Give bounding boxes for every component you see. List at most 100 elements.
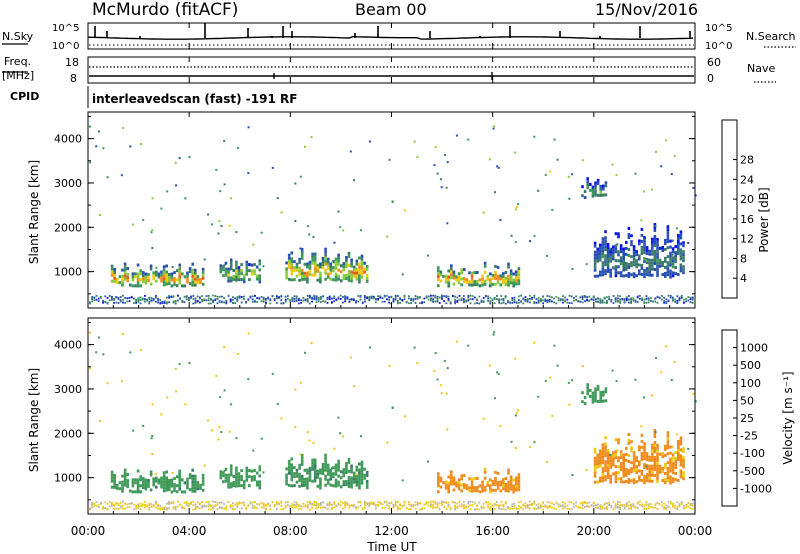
velocity-cell xyxy=(364,506,366,509)
velocity-cell xyxy=(155,476,158,480)
velocity-cell xyxy=(223,503,225,505)
velocity-cell xyxy=(614,480,618,484)
velocity-cell xyxy=(237,478,241,482)
power-cell xyxy=(601,264,605,268)
velocity-cell xyxy=(131,478,135,482)
velocity-cell xyxy=(643,457,646,461)
power-cell xyxy=(593,250,597,254)
velocity-cell xyxy=(593,474,597,478)
power-cell xyxy=(104,295,107,298)
power-cell xyxy=(254,300,256,303)
velocity-cells xyxy=(88,331,697,511)
power-cell xyxy=(408,295,410,298)
velocity-cell xyxy=(635,468,638,472)
velocity-cell xyxy=(183,501,186,504)
velocity-cell xyxy=(509,481,513,485)
velocity-cell xyxy=(457,478,461,482)
velocity-cell xyxy=(517,476,521,480)
velocity-cell xyxy=(549,376,552,379)
power-cell xyxy=(596,256,599,260)
power-cell xyxy=(306,300,309,303)
power-cell xyxy=(599,249,602,253)
velocity-cell xyxy=(478,490,482,494)
velocity-cell xyxy=(602,399,605,403)
velocity-cell xyxy=(397,505,399,508)
power-cell xyxy=(594,193,597,197)
power-cell xyxy=(604,193,608,197)
velocity-cell xyxy=(139,475,142,479)
power-cell xyxy=(489,302,492,305)
velocity-cell xyxy=(437,478,440,482)
velocity-cell xyxy=(172,507,175,510)
velocity-cell xyxy=(150,505,153,508)
velocity-cell xyxy=(533,441,536,444)
velocity-cell xyxy=(139,349,142,351)
velocity-cell xyxy=(596,456,599,460)
velocity-cell xyxy=(491,479,495,483)
velocity-cell xyxy=(359,501,362,504)
power-cell xyxy=(191,271,194,275)
power-cell xyxy=(651,237,654,241)
velocity-cell xyxy=(348,506,351,509)
velocity-cell xyxy=(630,461,633,465)
power-cell xyxy=(232,269,236,272)
velocity-cell xyxy=(455,481,458,485)
power-cell xyxy=(444,280,448,284)
velocity-cell xyxy=(131,481,135,485)
power-cell xyxy=(671,262,675,266)
freq-panel: Freq. [MHz] 18 8 60 0 Nave xyxy=(2,55,776,85)
velocity-cell xyxy=(517,482,521,486)
power-cell xyxy=(672,296,674,299)
power-cell xyxy=(199,297,201,300)
power-cell xyxy=(388,298,390,301)
velocity-cell xyxy=(615,380,618,383)
velocity-cell xyxy=(546,507,549,509)
power-cell xyxy=(170,278,174,282)
power-cell xyxy=(517,279,521,283)
velocity-cell xyxy=(583,396,587,399)
power-cell xyxy=(357,295,360,297)
power-cell xyxy=(353,179,355,182)
power-cell xyxy=(568,294,571,297)
power-cell xyxy=(186,274,189,278)
velocity-cell xyxy=(596,459,599,463)
power-cell xyxy=(122,294,124,297)
velocity-cell xyxy=(596,384,600,388)
velocity-cell xyxy=(585,469,588,472)
velocity-cell xyxy=(219,476,223,480)
velocity-cell xyxy=(191,489,194,493)
velocity-cell xyxy=(258,486,262,490)
power-cell xyxy=(311,261,314,265)
power-cell xyxy=(364,296,366,299)
power-cell xyxy=(383,300,386,303)
power-cell xyxy=(194,274,197,278)
velocity-cell xyxy=(232,505,234,507)
velocity-cell xyxy=(342,435,345,438)
velocity-cell xyxy=(658,464,662,468)
power-cell xyxy=(253,272,256,276)
velocity-cell xyxy=(507,506,509,509)
velocity-cell xyxy=(188,502,190,505)
power-cell xyxy=(643,301,646,303)
power-cell xyxy=(584,296,586,298)
power-cell xyxy=(476,283,479,286)
power-cell xyxy=(141,297,144,300)
power-cell xyxy=(671,271,675,275)
power-cell xyxy=(441,296,443,298)
velocity-cell xyxy=(353,385,355,388)
power-cell xyxy=(493,296,496,299)
power-cell xyxy=(99,214,102,216)
velocity-cell xyxy=(679,460,683,464)
velocity-cell xyxy=(199,483,202,487)
velocity-cell xyxy=(671,453,675,457)
power-cell xyxy=(355,277,359,281)
velocity-cell xyxy=(298,475,301,479)
power-cell xyxy=(512,284,515,288)
velocity-cell xyxy=(617,477,620,481)
power-cell xyxy=(594,190,597,194)
power-cell xyxy=(682,244,685,248)
power-cell xyxy=(515,206,518,209)
power-cell xyxy=(432,294,434,297)
velocity-cell xyxy=(137,507,140,509)
power-cell xyxy=(632,297,635,300)
